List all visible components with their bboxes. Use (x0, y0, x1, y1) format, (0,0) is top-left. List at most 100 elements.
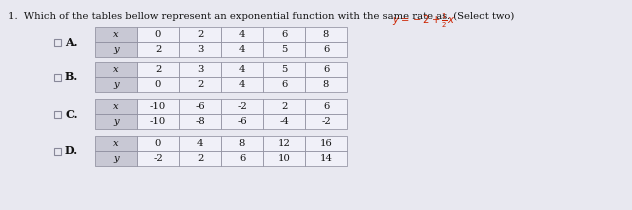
Bar (305, 151, 347, 166)
Text: 1.  Which of the tables bellow represent an exponential function with the same r: 1. Which of the tables bellow represent … (8, 12, 451, 21)
Text: x: x (113, 139, 119, 148)
Text: 8: 8 (323, 30, 329, 39)
Text: x: x (113, 102, 119, 111)
Bar (263, 151, 305, 166)
Text: 0: 0 (155, 30, 161, 39)
Bar (221, 114, 263, 129)
Bar (95, 42, 137, 57)
Bar (179, 136, 221, 151)
Text: . (Select two): . (Select two) (447, 12, 514, 21)
Text: 4: 4 (239, 80, 245, 89)
Text: y: y (113, 117, 119, 126)
Bar (95, 77, 137, 92)
Bar (95, 99, 137, 114)
Text: B.: B. (65, 71, 78, 83)
Text: 2: 2 (197, 30, 203, 39)
Bar (263, 114, 305, 129)
Bar (221, 42, 263, 57)
Text: -4: -4 (279, 117, 289, 126)
Bar (263, 42, 305, 57)
Bar (54, 147, 61, 155)
Bar (221, 136, 263, 151)
Text: -6: -6 (237, 117, 247, 126)
Bar (305, 77, 347, 92)
Text: -2: -2 (237, 102, 247, 111)
Text: 3: 3 (197, 45, 203, 54)
Bar (179, 151, 221, 166)
Text: 4: 4 (239, 65, 245, 74)
Text: 16: 16 (320, 139, 332, 148)
Text: x: x (113, 65, 119, 74)
Bar (137, 62, 179, 77)
Bar (137, 99, 179, 114)
Text: 8: 8 (239, 139, 245, 148)
Bar (221, 27, 263, 42)
Text: 6: 6 (323, 45, 329, 54)
Text: 6: 6 (281, 80, 287, 89)
Bar (263, 136, 305, 151)
Text: 2: 2 (197, 80, 203, 89)
Text: 2: 2 (197, 154, 203, 163)
Text: -6: -6 (195, 102, 205, 111)
Text: 12: 12 (277, 139, 291, 148)
Text: 4: 4 (239, 45, 245, 54)
Bar (137, 42, 179, 57)
Text: 2: 2 (281, 102, 287, 111)
Bar (137, 114, 179, 129)
Bar (95, 27, 137, 42)
Bar (137, 77, 179, 92)
Text: -8: -8 (195, 117, 205, 126)
Bar (54, 110, 61, 118)
Bar (137, 27, 179, 42)
Bar (305, 114, 347, 129)
Bar (54, 74, 61, 80)
Bar (179, 77, 221, 92)
Text: A.: A. (65, 37, 78, 47)
Text: 0: 0 (155, 80, 161, 89)
Bar (221, 77, 263, 92)
Bar (95, 62, 137, 77)
Text: -2: -2 (321, 117, 331, 126)
Bar (305, 42, 347, 57)
Bar (54, 38, 61, 46)
Text: 8: 8 (323, 80, 329, 89)
Bar (305, 27, 347, 42)
Bar (137, 136, 179, 151)
Text: 6: 6 (323, 102, 329, 111)
Text: 6: 6 (281, 30, 287, 39)
Text: x: x (113, 30, 119, 39)
Bar (221, 62, 263, 77)
Text: C.: C. (65, 109, 78, 119)
Bar (179, 99, 221, 114)
Text: $y = -2 + \frac{1}{2}x$: $y = -2 + \frac{1}{2}x$ (392, 12, 455, 30)
Text: -10: -10 (150, 102, 166, 111)
Bar (221, 99, 263, 114)
Text: 2: 2 (155, 65, 161, 74)
Bar (179, 27, 221, 42)
Bar (137, 151, 179, 166)
Bar (263, 62, 305, 77)
Text: y: y (113, 80, 119, 89)
Bar (179, 42, 221, 57)
Bar (305, 136, 347, 151)
Text: D.: D. (65, 146, 78, 156)
Bar (263, 27, 305, 42)
Bar (179, 114, 221, 129)
Text: 0: 0 (155, 139, 161, 148)
Bar (179, 62, 221, 77)
Text: 5: 5 (281, 65, 287, 74)
Text: -10: -10 (150, 117, 166, 126)
Text: 14: 14 (320, 154, 332, 163)
Text: y: y (113, 45, 119, 54)
Text: y: y (113, 154, 119, 163)
Text: 5: 5 (281, 45, 287, 54)
Text: 4: 4 (197, 139, 204, 148)
Bar (95, 114, 137, 129)
Bar (221, 151, 263, 166)
Text: 3: 3 (197, 65, 203, 74)
Bar (95, 151, 137, 166)
Text: -2: -2 (153, 154, 163, 163)
Text: 4: 4 (239, 30, 245, 39)
Text: 6: 6 (239, 154, 245, 163)
Bar (263, 99, 305, 114)
